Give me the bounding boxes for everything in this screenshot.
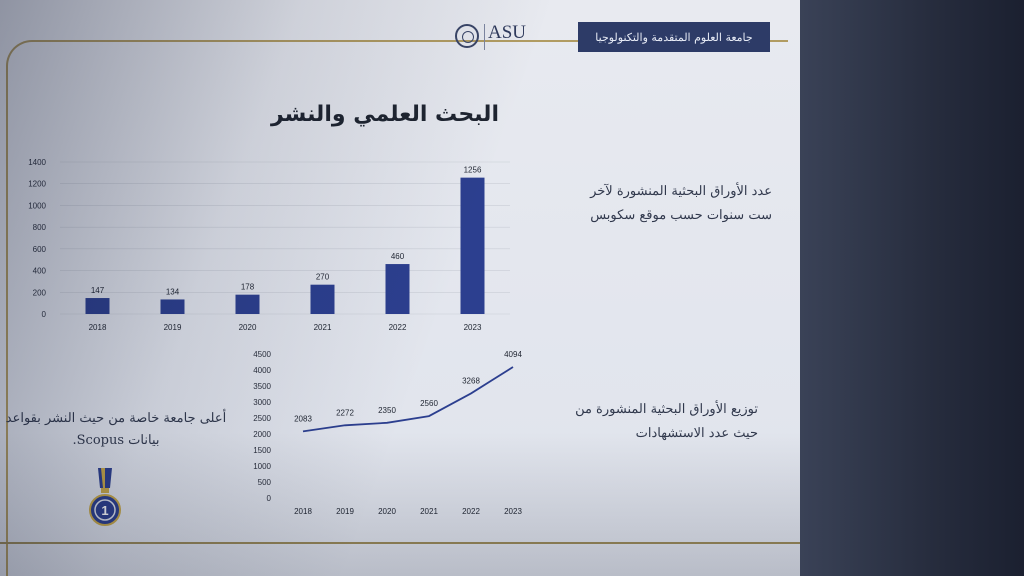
bar [310, 284, 335, 314]
bar [235, 294, 260, 314]
book-page: ASU جامعة العلوم المتقدمة والتكنولوجيا ا… [0, 0, 800, 576]
y-tick-label: 1000 [253, 462, 271, 471]
bar-chart: 0 200 400 600 800 1000 1200 1400 147 2018 134 2019 1… [28, 158, 510, 332]
y-tick-label: 3500 [253, 382, 271, 391]
x-tick-label: 2022 [389, 323, 407, 332]
x-tick-label: 2019 [336, 507, 354, 516]
data-label: 4094 [504, 350, 522, 359]
x-tick-label: 2021 [420, 507, 438, 516]
y-tick-label: 0 [42, 310, 47, 319]
x-tick-label: 2018 [294, 507, 312, 516]
y-tick-label: 600 [33, 245, 47, 254]
bar-chart-description: عدد الأوراق البحثية المنشورة لآخر ست سنو… [590, 184, 772, 223]
data-label: 134 [166, 287, 180, 296]
x-tick-label: 2023 [504, 507, 522, 516]
y-tick-label: 4500 [253, 350, 271, 359]
university-banner: جامعة العلوم المتقدمة والتكنولوجيا [578, 22, 770, 52]
y-tick-label: 800 [33, 223, 47, 232]
data-label: 460 [391, 252, 405, 261]
data-label: 2350 [378, 406, 396, 415]
y-tick-label: 2500 [253, 414, 271, 423]
y-tick-label: 500 [258, 478, 272, 487]
data-label: 2560 [420, 399, 438, 408]
university-seal-icon [455, 24, 479, 48]
y-tick-label: 1000 [28, 201, 46, 210]
header-divider [484, 24, 485, 50]
y-tick-label: 3000 [253, 398, 271, 407]
data-label: 2272 [336, 408, 354, 417]
medal-number: 1 [101, 503, 108, 518]
series-line [302, 366, 514, 433]
data-label: 1256 [464, 166, 482, 175]
x-tick-label: 2019 [164, 323, 182, 332]
bar [160, 299, 185, 314]
line-chart: 0 500 1000 1500 2000 2500 3000 3500 4000 4500 2083… [253, 350, 522, 516]
bar [385, 264, 410, 314]
page-frame [6, 40, 788, 576]
data-label: 147 [91, 286, 105, 295]
data-label: 2083 [294, 414, 312, 423]
x-tick-label: 2020 [239, 323, 257, 332]
y-tick-label: 200 [33, 288, 47, 297]
data-label: 270 [316, 273, 330, 282]
bar [460, 177, 485, 314]
y-tick-label: 1400 [28, 158, 46, 167]
medal-icon: 1 [89, 468, 121, 526]
x-tick-label: 2022 [462, 507, 480, 516]
y-tick-label: 1200 [28, 180, 46, 189]
data-label: 3268 [462, 376, 480, 385]
data-label: 178 [241, 283, 255, 292]
x-tick-label: 2023 [464, 323, 482, 332]
y-tick-label: 2000 [253, 430, 271, 439]
y-tick-label: 400 [33, 267, 47, 276]
x-tick-label: 2020 [378, 507, 396, 516]
line-chart-description: توزيع الأوراق البحثية المنشورة من حيث عد… [575, 402, 758, 441]
adjacent-page [800, 0, 1024, 576]
page-title: البحث العلمي والنشر [271, 102, 499, 127]
x-tick-label: 2021 [314, 323, 332, 332]
asu-logo: ASU [488, 22, 527, 43]
bar [85, 298, 110, 314]
page-bottom-rule [0, 542, 800, 544]
x-tick-label: 2018 [89, 323, 107, 332]
y-tick-label: 0 [267, 494, 272, 503]
y-tick-label: 4000 [253, 366, 271, 375]
y-tick-label: 1500 [253, 446, 271, 455]
award-description: أعلى جامعة خاصة من حيث النشر بقواعد بيان… [5, 411, 227, 448]
